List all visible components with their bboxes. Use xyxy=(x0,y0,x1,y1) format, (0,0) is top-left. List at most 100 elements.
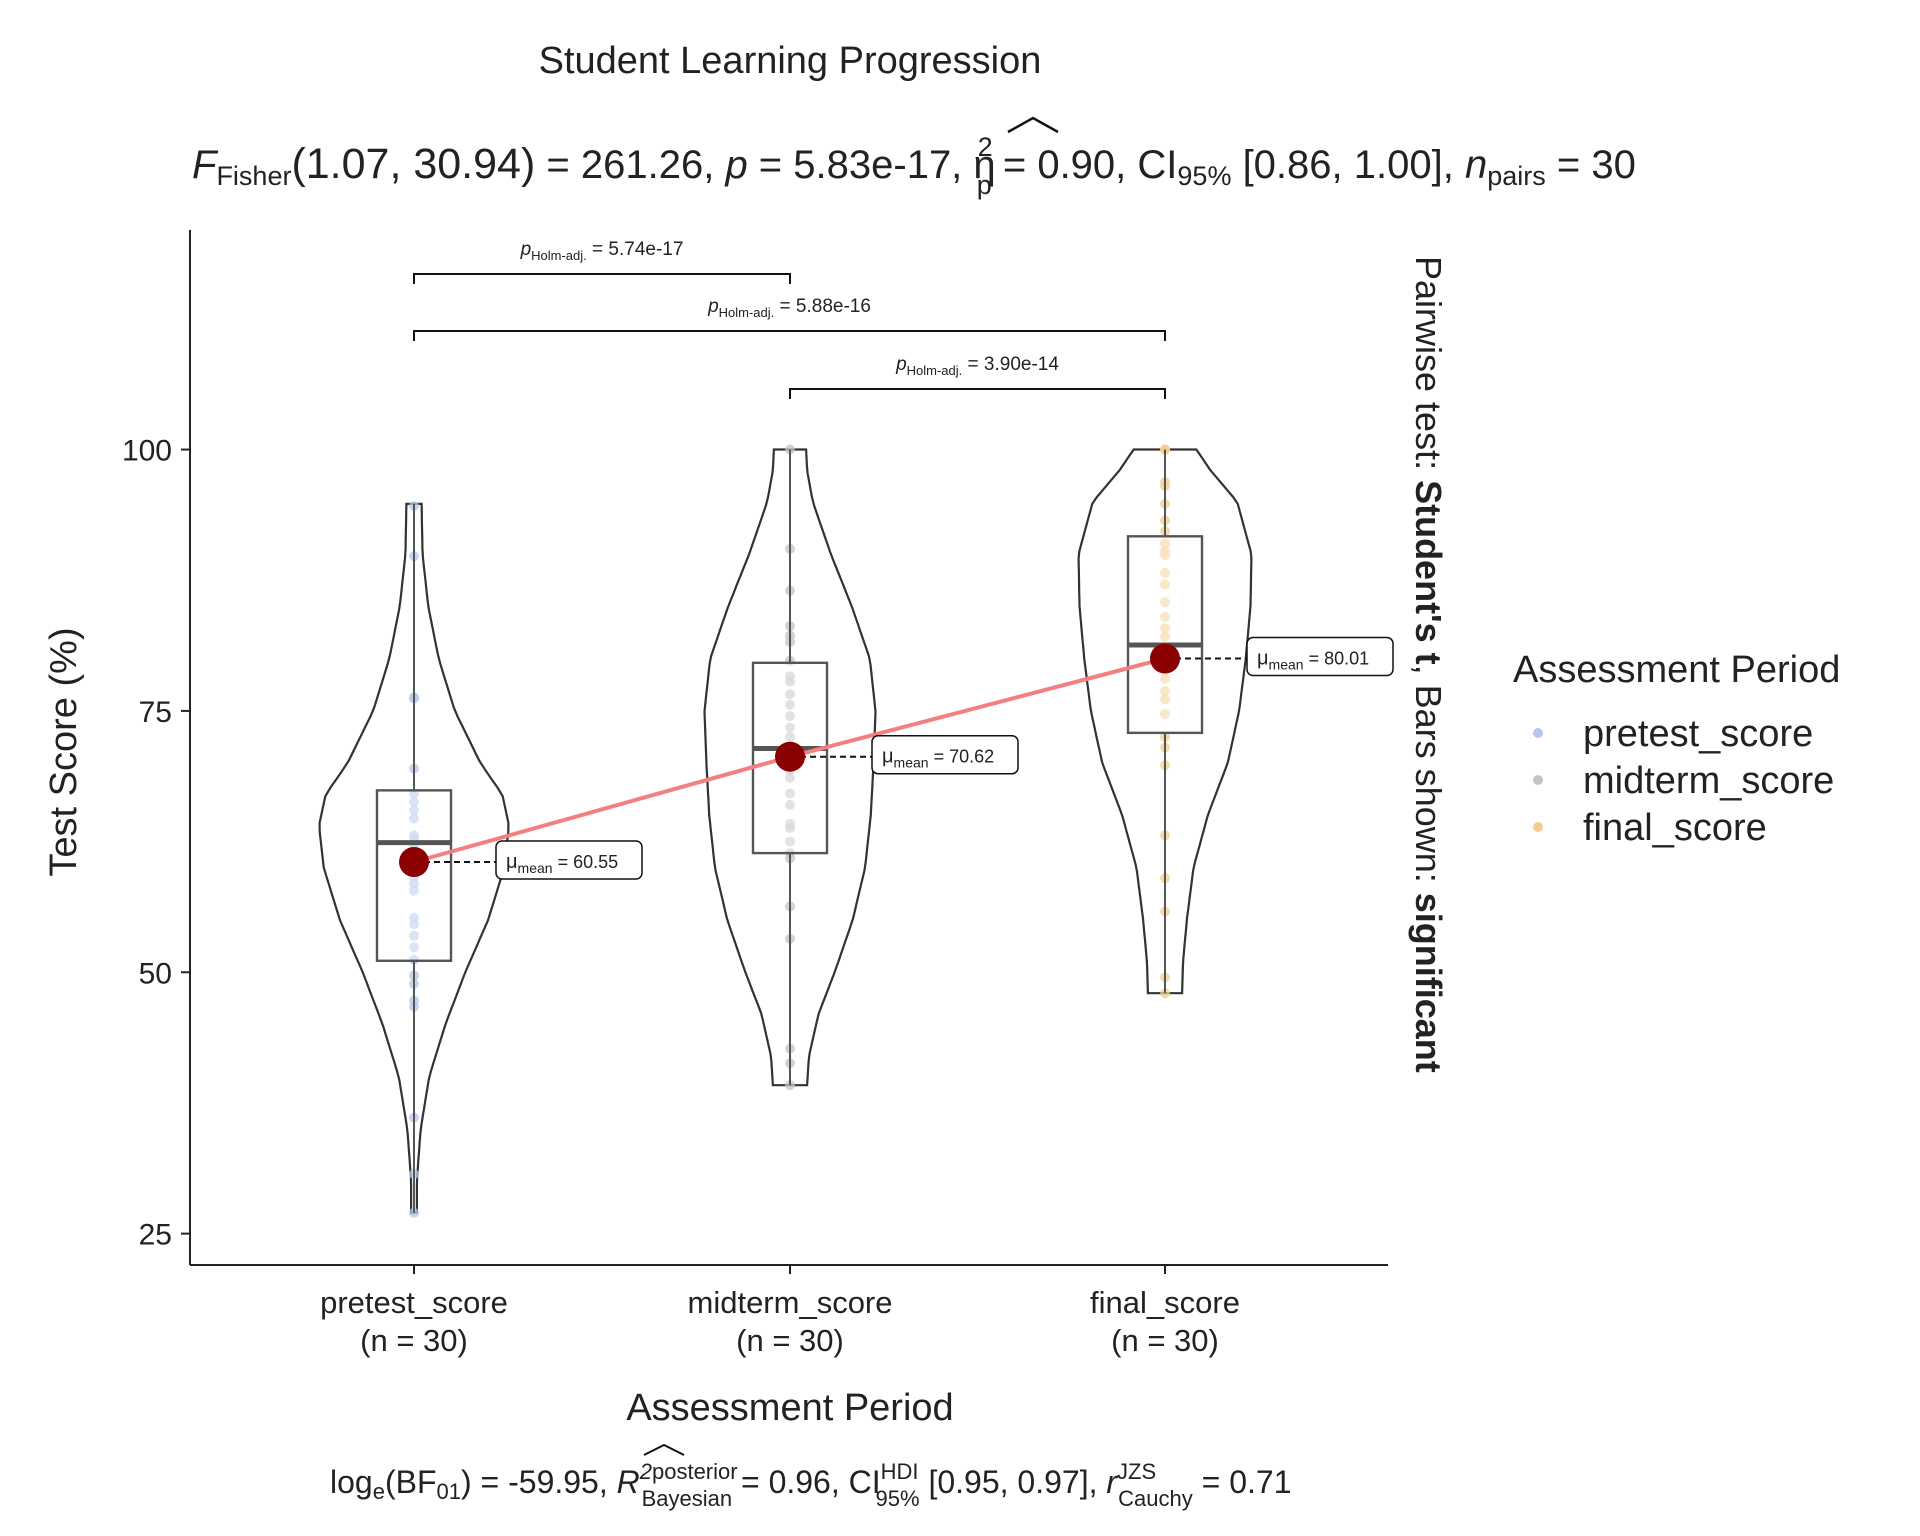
subtitle-eta-sup: 2 xyxy=(978,132,993,162)
pairwise-label: pHolm-adj. = 5.88e-16 xyxy=(707,296,871,320)
mean-label-box xyxy=(1246,636,1394,677)
pairwise-label-part2: Student's t xyxy=(1408,480,1449,665)
data-point xyxy=(785,772,795,783)
legend-dot-midterm xyxy=(1533,775,1543,785)
subtitle-eta-sub: p xyxy=(977,170,992,200)
caption-ci-sub: 95% xyxy=(876,1486,920,1511)
caption-bf-text: (BF xyxy=(385,1464,437,1500)
caption-r2-sub: Bayesian xyxy=(642,1486,733,1511)
subtitle-df: (1.07, 30.94) xyxy=(291,140,535,188)
data-point xyxy=(409,930,419,941)
y-tick-label: 100 xyxy=(122,435,172,468)
data-point xyxy=(1160,597,1170,608)
data-point xyxy=(785,800,795,810)
x-tick-n-label: (n = 30) xyxy=(1111,1323,1219,1358)
violin-midterm_score xyxy=(703,448,877,1087)
mean-layer: μmean = 60.55 μmean = 70.62 μmean = 80.01 xyxy=(399,636,1394,880)
pairwise-layer: pHolm-adj. = 5.74e-17 pHolm-adj. = 5.88e-… xyxy=(413,239,1166,399)
caption-r2-label: R xyxy=(617,1464,640,1500)
box-final_score xyxy=(1126,535,1204,735)
caption-r-value: = 0.71 xyxy=(1193,1464,1292,1500)
subtitle-eta-label: η xyxy=(973,143,995,187)
data-point xyxy=(1160,579,1170,590)
data-point xyxy=(1160,673,1170,684)
legend-label-pretest: pretest_score xyxy=(1583,713,1813,755)
subtitle-n-sub: pairs xyxy=(1487,161,1546,191)
data-point xyxy=(1160,709,1170,720)
data-point xyxy=(409,878,419,889)
subtitle-n-value: = 30 xyxy=(1546,143,1636,187)
y-tick-label: 50 xyxy=(139,957,172,990)
caption-log-label: log xyxy=(330,1464,373,1500)
subtitle-p-value: = 5.83e-17, xyxy=(748,143,974,187)
data-point xyxy=(409,796,419,807)
x-tick-label: midterm_score xyxy=(688,1285,893,1320)
mean-label: μmean = 70.62 xyxy=(882,746,994,771)
legend-title: Assessment Period xyxy=(1513,649,1840,691)
data-point xyxy=(785,722,795,733)
x-tick-n-label: (n = 30) xyxy=(360,1323,468,1358)
caption-ci-sup: HDI xyxy=(881,1459,919,1484)
legend-dot-final xyxy=(1533,822,1543,832)
data-point xyxy=(409,919,419,930)
mean-dot-final_score xyxy=(1150,643,1180,674)
data-point xyxy=(785,671,795,682)
caption-bf-value: ) = -59.95, xyxy=(461,1464,617,1500)
violin-pretest_score xyxy=(318,502,510,1214)
caption-bf-sub: 01 xyxy=(437,1479,461,1504)
caption-r-sub: Cauchy xyxy=(1118,1486,1193,1511)
pairwise-bracket xyxy=(413,330,1166,341)
subtitle-eta-value: = 0.90, CI xyxy=(992,143,1178,187)
subtitle-ci-value: [0.86, 1.00], xyxy=(1231,143,1465,187)
legend-label-midterm: midterm_score xyxy=(1583,760,1834,802)
data-point xyxy=(1160,694,1170,705)
x-tick-label: final_score xyxy=(1090,1285,1240,1320)
mean-label-box xyxy=(495,840,643,880)
caption-ci-value: [0.95, 0.97], xyxy=(920,1464,1107,1500)
points-layer xyxy=(409,444,1170,1218)
legend: Assessment Period pretest_score midterm_… xyxy=(1513,649,1840,849)
subtitle-hat xyxy=(1007,116,1059,134)
subtitle-n-label: n xyxy=(1465,143,1487,187)
data-point xyxy=(785,699,795,710)
violin-final_score xyxy=(1077,448,1253,995)
mean-label-box xyxy=(871,734,1019,775)
violin-layer xyxy=(318,448,1253,1214)
pairwise-test-label: Pairwise test: Student's t, Bars shown: … xyxy=(1408,256,1449,1073)
mean-label: μmean = 60.55 xyxy=(506,851,618,876)
chart-caption: loge(BF01) = -59.95, R2posterior Bayesian… xyxy=(330,1459,1291,1511)
subtitle-stat-value: = 261.26, xyxy=(535,143,725,187)
chart-title: Student Learning Progression xyxy=(539,40,1042,82)
mean-dot-pretest_score xyxy=(399,846,429,877)
data-point xyxy=(785,732,795,743)
x-tick-label: pretest_score xyxy=(320,1285,508,1320)
chart-subtitle: FFisher(1.07, 30.94) = 261.26, p = 5.83e… xyxy=(192,132,1636,200)
data-point xyxy=(785,818,795,829)
legend-label-final: final_score xyxy=(1583,807,1767,849)
mean-label: μmean = 80.01 xyxy=(1257,648,1369,673)
caption-r-label: r xyxy=(1106,1464,1118,1500)
pairwise-bracket xyxy=(413,273,791,284)
pairwise-label-part3: , Bars shown: xyxy=(1408,665,1449,893)
data-point xyxy=(409,805,419,816)
y-tick-label: 75 xyxy=(139,696,172,729)
data-point xyxy=(1160,545,1170,556)
y-tick-label: 25 xyxy=(139,1219,172,1252)
y-axis-title: Test Score (%) xyxy=(43,627,85,876)
subtitle-stat-label: F xyxy=(192,143,219,187)
pairwise-label: pHolm-adj. = 3.90e-14 xyxy=(895,354,1059,378)
data-point xyxy=(1160,686,1170,697)
legend-dot-pretest xyxy=(1533,728,1543,738)
pairwise-label: pHolm-adj. = 5.74e-17 xyxy=(520,239,684,263)
pairwise-label-part4: significant xyxy=(1408,893,1449,1073)
caption-r-sup: JZS xyxy=(1117,1459,1156,1484)
data-point xyxy=(409,885,419,896)
caption-r2-sup: 2 xyxy=(639,1459,652,1484)
data-point xyxy=(409,942,419,953)
pairwise-label-part1: Pairwise test: xyxy=(1408,256,1449,480)
data-point xyxy=(785,788,795,799)
data-point xyxy=(785,689,795,700)
subtitle-stat-sub: Fisher xyxy=(216,161,291,191)
